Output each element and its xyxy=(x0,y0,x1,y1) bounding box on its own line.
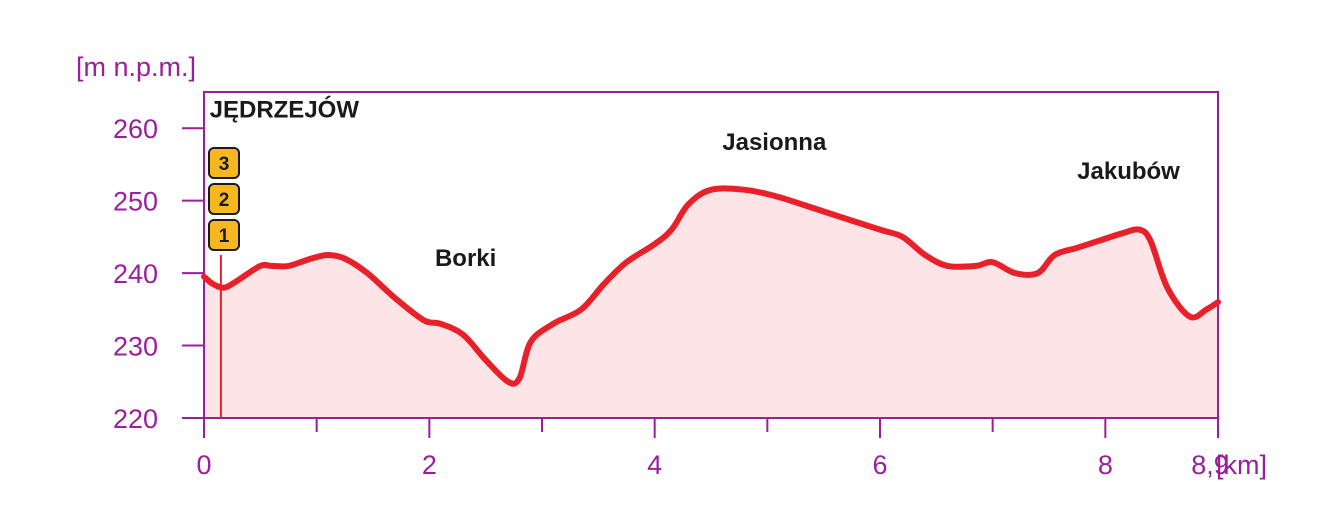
plot-frame xyxy=(203,91,1219,419)
place-label: Jakubów xyxy=(1077,158,1180,185)
y-tick-label: 220 xyxy=(113,404,158,434)
x-tick-label: 0 xyxy=(196,450,211,480)
route-marker-2: 2 xyxy=(208,183,240,215)
x-tick-label: 6 xyxy=(872,450,887,480)
x-tick-label: 8,9 xyxy=(1191,450,1229,480)
x-tick-label: 2 xyxy=(422,450,437,480)
route-marker-number: 1 xyxy=(219,226,230,247)
place-label: JĘDRZEJÓW xyxy=(210,95,360,123)
route-marker-number: 3 xyxy=(219,154,230,175)
place-labels: JĘDRZEJÓW Borki Jasionna Jakubów xyxy=(210,95,1181,272)
y-tick-label: 240 xyxy=(113,259,158,289)
y-tick-label: 230 xyxy=(113,332,158,362)
place-label: Borki xyxy=(435,245,496,272)
x-axis-label: [km] xyxy=(1216,450,1267,480)
y-tick-label: 260 xyxy=(113,114,158,144)
y-axis-label: [m n.p.m.] xyxy=(76,52,196,82)
y-axis-ticks: 220 230 240 250 260 xyxy=(113,114,204,434)
route-marker-1: 1 xyxy=(208,219,240,251)
x-axis-ticks: 0 2 4 6 8 8,9 xyxy=(196,418,1229,480)
x-tick-label: 8 xyxy=(1098,450,1113,480)
route-marker-3: 3 xyxy=(208,147,240,179)
route-number-markers: 3 2 1 xyxy=(208,147,240,251)
elevation-area-fill xyxy=(204,188,1218,418)
elevation-line xyxy=(201,185,1221,387)
y-tick-label: 250 xyxy=(113,187,158,217)
route-marker-number: 2 xyxy=(219,190,230,211)
x-tick-label: 4 xyxy=(647,450,662,480)
place-label: Jasionna xyxy=(722,129,827,156)
